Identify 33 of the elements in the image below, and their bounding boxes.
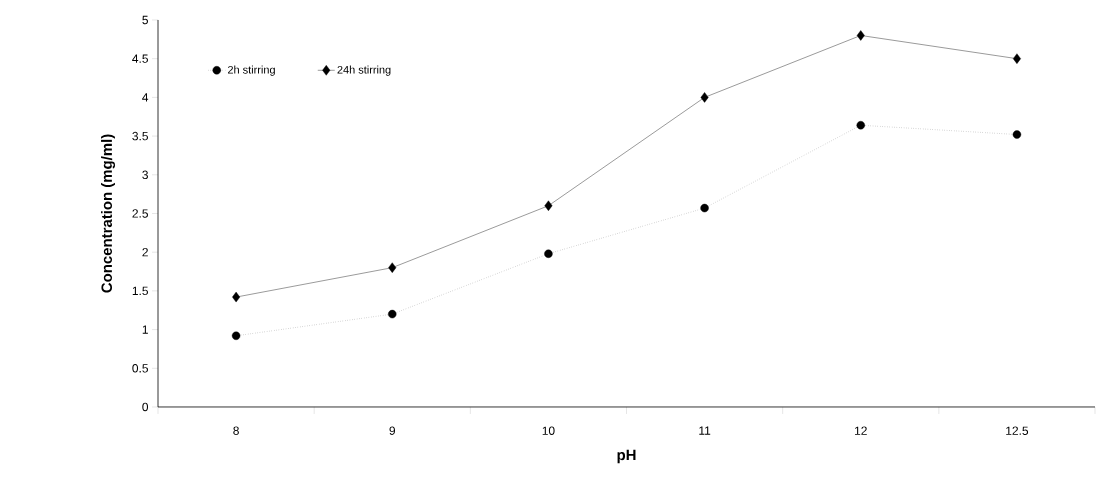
y-tick-label: 4.5 bbox=[132, 54, 148, 63]
point bbox=[232, 291, 241, 303]
y-tick-label: 2.5 bbox=[132, 209, 148, 218]
point bbox=[700, 92, 709, 103]
x-tick-label: 10 bbox=[542, 426, 555, 435]
x-tick-label: 8 bbox=[233, 426, 239, 435]
y-tick-label: 0 bbox=[142, 402, 149, 412]
point bbox=[1012, 53, 1021, 64]
legend-label: 2h stirring bbox=[228, 65, 275, 76]
y-tick-label: 1.5 bbox=[132, 286, 148, 296]
x-tick-label: 9 bbox=[389, 426, 396, 435]
point bbox=[544, 200, 553, 211]
point bbox=[231, 331, 241, 340]
y-tick-label: 1 bbox=[142, 325, 148, 334]
y-tick-label: 4 bbox=[142, 93, 149, 102]
point bbox=[1012, 130, 1022, 139]
point bbox=[388, 309, 397, 319]
x-tick-label: 11 bbox=[699, 426, 711, 435]
point bbox=[700, 203, 709, 213]
point bbox=[856, 121, 865, 130]
point bbox=[544, 249, 553, 258]
point bbox=[388, 262, 397, 273]
x-tick-label: 12 bbox=[855, 426, 867, 435]
y-tick-label: 0.5 bbox=[132, 364, 148, 373]
y-tick-label: 5 bbox=[142, 15, 148, 25]
point bbox=[856, 30, 865, 41]
x-axis-title: pH bbox=[617, 449, 636, 464]
legend-label: 24h stirring bbox=[337, 65, 391, 76]
y-tick-label: 2 bbox=[142, 248, 148, 257]
y-axis-title: Concentration (mg/ml) bbox=[101, 134, 116, 293]
x-tick-label: 12.5 bbox=[1006, 426, 1029, 435]
y-tick-label: 3 bbox=[142, 170, 148, 180]
y-tick-label: 3.5 bbox=[132, 131, 148, 141]
